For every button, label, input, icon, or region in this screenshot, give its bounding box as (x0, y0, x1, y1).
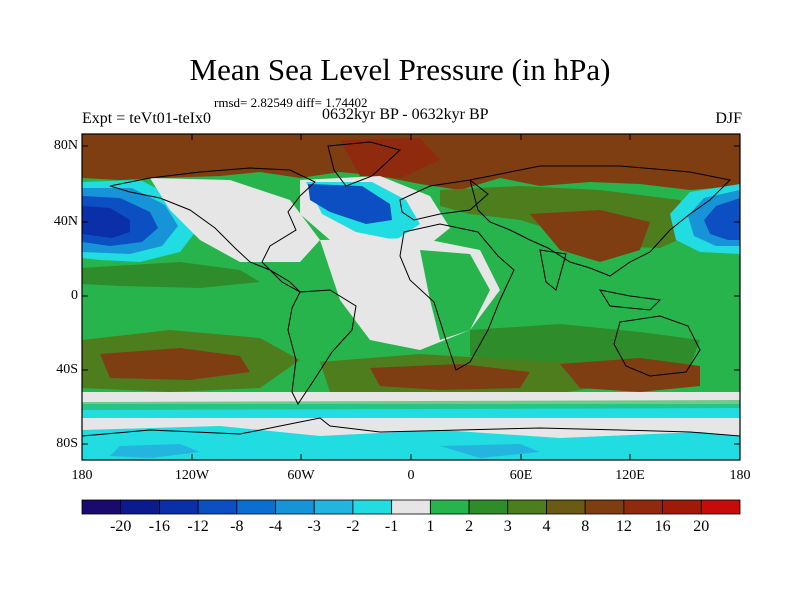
lon-label-180w: 180 (71, 468, 93, 483)
field-antarctic-blue-patch-1 (110, 444, 200, 458)
lat-label-40s: 40S (56, 362, 78, 377)
field-antarctic-cyan-patches (82, 426, 740, 460)
coastlines (82, 141, 740, 437)
colorbar-swatch (236, 499, 276, 515)
coast-africa (399, 223, 515, 371)
colorbar-swatch (159, 499, 199, 515)
field-africa-green (420, 250, 490, 340)
coast-north-america (109, 167, 316, 293)
colorbar-swatch (662, 499, 702, 515)
lat-label-80s: 80S (56, 436, 78, 451)
colorbar-swatch (546, 499, 586, 515)
period-label: 0632kyr BP - 0632kyr BP (322, 106, 489, 123)
coast-asia (469, 165, 732, 277)
coast-india (539, 249, 567, 291)
colorbar-label: -1 (384, 518, 399, 535)
field-greenland-brown (340, 138, 440, 178)
field-south-pacific-brown (100, 348, 250, 380)
colorbar-swatch (81, 499, 122, 515)
colorbar-swatch (507, 499, 547, 515)
colorbar-label: 3 (503, 518, 512, 535)
colorbar-swatch (700, 499, 741, 515)
field-antarctic-blue-patch-2 (440, 444, 540, 458)
colorbar-swatch (623, 499, 663, 515)
colorbar-label: -2 (346, 518, 360, 535)
lon-label-120w: 120W (174, 468, 210, 483)
lon-label-120e: 120E (615, 468, 645, 483)
field-pacific-olive (82, 262, 260, 288)
coast-se-asia-islands (598, 289, 662, 311)
colorbar-label: -8 (230, 518, 244, 535)
colorbar-swatch (391, 499, 431, 515)
colorbar-label: 20 (693, 518, 710, 535)
lat-label-0: 0 (71, 288, 78, 303)
field-npacific-low-left-deep (82, 206, 130, 238)
colorbar-label: 2 (465, 518, 474, 535)
field-asia-brown (530, 210, 650, 262)
field-south-atlantic-brown (370, 364, 530, 390)
colorbar-swatch (313, 499, 354, 515)
colorbar-swatch (468, 499, 509, 515)
stats-text: rmsd= 2.82549 diff= 1.74402 (214, 95, 368, 110)
colorbar (81, 499, 741, 515)
coast-europe (399, 179, 489, 221)
experiment-label: Expt = teVt01-teIx0 (82, 110, 211, 127)
coast-antarctica (82, 417, 740, 437)
colorbar-swatch (275, 499, 315, 515)
colorbar-label: -12 (187, 518, 209, 535)
lon-label-60e: 60E (509, 468, 533, 483)
colorbar-label: -20 (110, 518, 132, 535)
season-label: DJF (715, 110, 742, 127)
coast-south-america (287, 289, 357, 405)
colorbar-swatch (352, 499, 393, 515)
axis-ticks (82, 134, 740, 460)
colorbar-swatch (584, 499, 625, 515)
field-natlantic-low-core (308, 184, 392, 224)
colorbar-swatch (197, 499, 238, 515)
colorbar-label: -4 (268, 518, 283, 535)
colorbar-label: 4 (542, 518, 551, 535)
colorbar-label: 12 (615, 518, 632, 535)
coast-greenland (327, 141, 402, 187)
colorbar-swatch (429, 499, 470, 515)
coast-australia (613, 315, 701, 377)
colorbar-label: 16 (654, 518, 671, 535)
field-south-indian-brown (560, 358, 700, 392)
lon-label-60w: 60W (287, 468, 315, 483)
lat-label-80n: 80N (53, 138, 78, 153)
lon-label-0: 0 (407, 468, 415, 483)
field-npacific-low-right-core (704, 198, 740, 240)
colorbar-label: 8 (581, 518, 590, 535)
pressure-field (82, 134, 740, 460)
chart-title: Mean Sea Level Pressure (in hPa) (189, 52, 611, 87)
colorbar-label: 1 (426, 518, 435, 535)
colorbar-label: -16 (148, 518, 171, 535)
lat-label-40n: 40N (53, 214, 78, 229)
colorbar-swatch (120, 499, 160, 515)
colorbar-label: -3 (307, 518, 321, 535)
lon-label-180e: 180 (729, 468, 751, 483)
field-antarctic-green-strip (82, 400, 740, 410)
